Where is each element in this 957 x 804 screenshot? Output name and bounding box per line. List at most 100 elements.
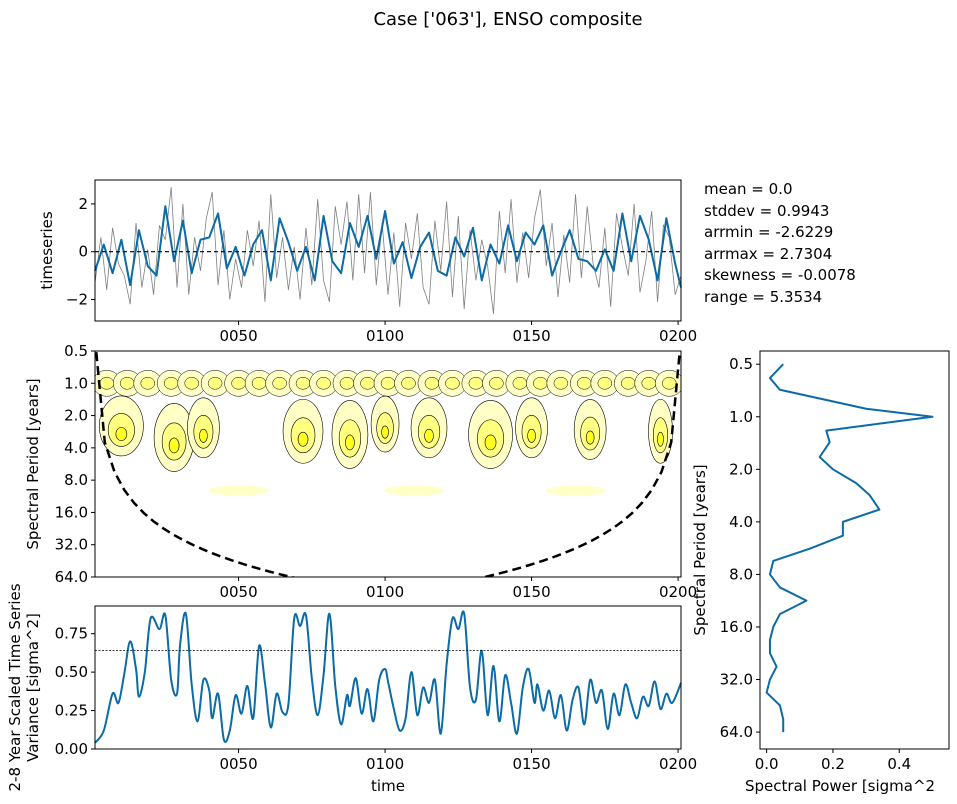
timeseries-xtick-label: 0200 — [659, 327, 697, 345]
global-spectrum-line — [765, 363, 934, 733]
wavelet-contour-annual-core — [272, 377, 287, 390]
timeseries-xtick-label: 0150 — [512, 327, 550, 345]
wavelet-contour-interannual-core — [297, 431, 309, 447]
wavelet-contour-interannual-core — [381, 425, 389, 439]
wavelet-axes-frame — [94, 350, 682, 578]
wavelet-ytick-label: 4.0 — [64, 439, 88, 457]
wavelet-contour-interannual-core — [657, 431, 664, 447]
wavelet-contour-decadal — [545, 485, 606, 496]
spectrum-ytick-label: 32.0 — [720, 671, 753, 689]
wavelet-ytick-label: 64.0 — [55, 568, 88, 586]
timeseries-xtick-label: 0100 — [366, 327, 404, 345]
stat-mean: mean = 0.0 — [704, 180, 793, 198]
statistics-box: mean = 0.0 stddev = 0.9943 arrmin = -2.6… — [704, 179, 856, 309]
wavelet-contour-annual-core — [163, 377, 179, 390]
spectrum-ytick-label: 16.0 — [720, 618, 753, 636]
wavelet-contour-annual-core — [207, 377, 223, 390]
stat-skewness: skewness = -0.0078 — [704, 266, 856, 285]
scaled-variance-panel: 0.00 0.25 0.50 0.75 0050 0100 0150 0200 time 2-8 … — [6, 583, 697, 795]
wavelet-contour-interannual-core — [585, 430, 595, 445]
timeseries-ytick-label: −2 — [66, 290, 88, 308]
wavelet-contour-interannual-core — [168, 437, 180, 454]
spectrum-axes-frame — [759, 350, 950, 750]
cone-of-influence — [95, 351, 681, 577]
wavelet-contour-annual-core — [99, 377, 114, 390]
wavelet-contour-interannual-core — [484, 434, 497, 451]
spectrum-ytick-label: 2.0 — [729, 460, 753, 478]
wavelet-contour-annual-core — [184, 377, 199, 390]
wavelet-contour-interannual-core — [345, 434, 355, 451]
smoothed-timeseries-line — [94, 205, 682, 288]
wavelet-contour-annual-core — [339, 377, 355, 390]
wavelet-contour-annual-core — [621, 377, 636, 390]
wavelet-ytick-label: 2.0 — [64, 407, 88, 425]
stat-stddev: stddev = 0.9943 — [704, 201, 830, 220]
wavelet-ylabel: Spectral Period [years] — [24, 378, 42, 549]
variance-xlabel: time — [371, 777, 405, 795]
wavelet-contour-interannual-core — [527, 428, 536, 443]
variance-xtick-label: 0050 — [219, 755, 257, 773]
wavelet-contour-annual-core — [295, 377, 311, 390]
wavelet-xtick-label: 0100 — [366, 583, 404, 601]
wavelet-contour-annual-core — [512, 377, 528, 390]
stat-range: range = 5.3534 — [704, 287, 823, 306]
wavelet-ytick-label: 32.0 — [55, 536, 88, 554]
timeseries-panel: 2 0 −2 0050 0100 0150 0200 timeseries — [38, 179, 697, 345]
wavelet-xtick-label: 0150 — [512, 583, 550, 601]
timeseries-ytick-label: 2 — [78, 195, 88, 213]
spectrum-xtick-label: 0.0 — [755, 755, 779, 773]
wavelet-contour-annual-core — [231, 377, 246, 390]
timeseries-ytick-label: 0 — [78, 243, 88, 261]
spectrum-ytick-label: 64.0 — [720, 723, 753, 741]
spectrum-ytick-label: 8.0 — [729, 565, 753, 583]
wavelet-contour-annual-core — [489, 377, 504, 390]
wavelet-contour-annual-core — [533, 377, 548, 390]
wavelet-ytick-label: 8.0 — [64, 471, 88, 489]
scaled-variance-line — [94, 610, 682, 744]
wavelet-xtick-label: 0200 — [659, 583, 697, 601]
spectrum-xlabel: Spectral Power [sigma^2 — [745, 777, 935, 795]
wavelet-contour-annual-core — [140, 377, 155, 390]
stat-arrmin: arrmin = -2.6229 — [704, 223, 834, 242]
spectrum-xtick-label: 0.4 — [887, 755, 911, 773]
wavelet-contour-interannual-core — [115, 427, 128, 441]
wavelet-xtick-label: 0050 — [219, 583, 257, 601]
wavelet-contour-annual-core — [468, 377, 484, 390]
wavelet-ytick-label: 16.0 — [55, 503, 88, 521]
wavelet-contour-annual-core — [424, 377, 440, 390]
wavelet-contour-decadal — [208, 485, 269, 496]
wavelet-contour-annual-core — [641, 377, 657, 390]
wavelet-power-panel: 0.5 1.0 2.0 4.0 8.0 16.0 32.0 64.0 0050 0100 0150 0… — [24, 342, 697, 601]
raw-timeseries-line — [94, 187, 682, 314]
wavelet-ytick-label: 0.5 — [64, 342, 88, 360]
variance-ylabel-line1: 2-8 Year Scaled Time Series — [6, 583, 24, 791]
variance-xtick-label: 0100 — [366, 755, 404, 773]
global-spectrum-panel: 0.5 1.0 2.0 4.0 8.0 16.0 32.0 64.00.0 0.2 0.4 Spec… — [691, 350, 950, 795]
variance-ytick-label: 0.25 — [55, 702, 88, 720]
spectrum-ytick-label: 4.0 — [729, 513, 753, 531]
timeseries-ylabel: timeseries — [38, 211, 56, 289]
spectrum-ytick-label: 1.0 — [729, 408, 753, 426]
figure-title: Case ['063'], ENSO composite — [373, 9, 642, 30]
wavelet-contour-interannual-core — [199, 428, 208, 443]
wavelet-contour-group — [95, 351, 681, 577]
wavelet-ytick-label: 1.0 — [64, 374, 88, 392]
variance-ytick-label: 0.00 — [55, 740, 88, 758]
timeseries-axes-frame — [94, 179, 682, 322]
wavelet-contour-annual-core — [662, 377, 677, 390]
wavelet-contour-annual-core — [251, 377, 267, 390]
wavelet-contour-decadal — [384, 485, 445, 496]
variance-ylabel-line2: Variance [sigma^2] — [24, 613, 42, 762]
wavelet-contour-annual-core — [553, 377, 569, 390]
wavelet-contour-interannual-core — [424, 428, 434, 443]
stat-arrmax: arrmax = 2.7304 — [704, 244, 833, 263]
variance-ytick-label: 0.75 — [55, 625, 88, 643]
wavelet-contour-annual-core — [316, 377, 331, 390]
variance-axes-frame — [94, 605, 682, 750]
wavelet-contour-annual-core — [597, 377, 613, 390]
wavelet-contour-annual-core — [119, 377, 135, 390]
spectrum-ytick-label: 0.5 — [729, 355, 753, 373]
variance-ytick-label: 0.50 — [55, 663, 88, 681]
wavelet-contour-annual-core — [445, 377, 460, 390]
